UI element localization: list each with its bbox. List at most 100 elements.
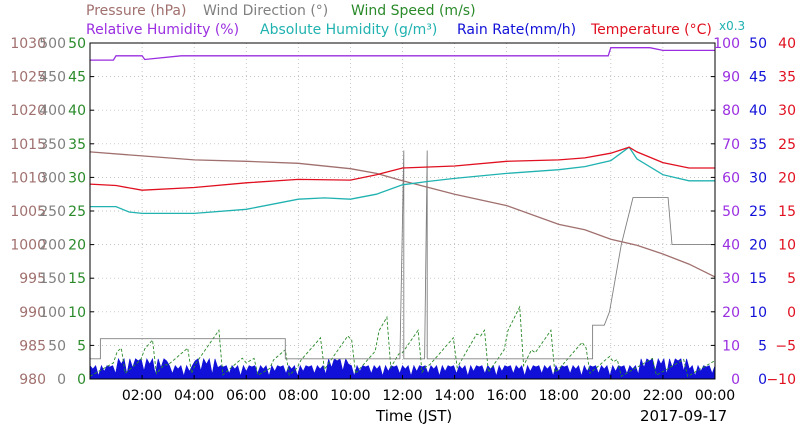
y-tick-label-relative-humidity: 100: [713, 36, 740, 52]
y-tick-label-temperature: 30: [778, 103, 796, 119]
x-tick-label: 22:00: [643, 388, 683, 404]
y-tick-label-rain-rate: 10: [749, 305, 767, 321]
y-tick-label-rain-rate: 35: [749, 137, 767, 153]
y-tick-label-temperature: 35: [778, 70, 796, 86]
plot-area: [89, 42, 716, 380]
y-tick-label-relative-humidity: 10: [722, 338, 740, 354]
legend-pressure: Pressure (hPa): [86, 3, 186, 19]
y-tick-label-wind-speed: 0: [77, 372, 86, 388]
y-tick-label-temperature: 20: [778, 170, 796, 186]
y-tick-label-rain-rate: 20: [749, 238, 767, 254]
series-temperature-c: [89, 146, 715, 191]
x-axis: 02:00 04:00 06:00 08:00 10:00 12:00 14:00 16:00…: [122, 375, 735, 404]
y-tick-label-relative-humidity: 70: [722, 137, 740, 153]
y-tick-label-temperature: 10: [778, 238, 796, 254]
y-tick-label-rain-rate: 0: [758, 372, 767, 388]
y-tick-label-wind-direction: 0: [57, 372, 66, 388]
y-tick-label-wind-direction: 200: [39, 238, 66, 254]
y-tick-label-rain-rate: 30: [749, 170, 767, 186]
y-tick-label-rain-rate: 45: [749, 70, 767, 86]
x-tick-label: 04:00: [174, 388, 214, 404]
y-tick-label-wind-speed: 20: [68, 238, 86, 254]
legend-wind-direction: Wind Direction (°): [203, 3, 328, 19]
y-tick-label-wind-speed: 35: [68, 137, 86, 153]
y-tick-label-pressure: 990: [19, 305, 46, 321]
y-tick-label-pressure: 1015: [10, 137, 46, 153]
y-tick-label-temperature: −5: [775, 338, 796, 354]
y-tick-label-pressure: 1025: [10, 70, 46, 86]
y-tick-label-rain-rate: 25: [749, 204, 767, 220]
y-tick-label-relative-humidity: 0: [731, 372, 740, 388]
series-layer: [89, 47, 716, 380]
x-tick-label: 18:00: [539, 388, 579, 404]
y-tick-label-wind-direction: 50: [48, 338, 66, 354]
y-tick-label-wind-direction: 350: [39, 137, 66, 153]
y-tick-label-temperature: −10: [766, 372, 796, 388]
y-tick-label-relative-humidity: 50: [722, 204, 740, 220]
y-tick-label-wind-speed: 5: [77, 338, 86, 354]
y-tick-label-wind-speed: 10: [68, 305, 86, 321]
y-tick-label-temperature: 15: [778, 204, 796, 220]
y-tick-label-temperature: 25: [778, 137, 796, 153]
y-tick-label-temperature: 5: [787, 271, 796, 287]
axes: 1030102510201015101010051000995990985980…: [10, 36, 796, 388]
x-tick-label: 02:00: [122, 388, 162, 404]
series-wind-direction: [90, 150, 715, 360]
y-tick-label-wind-direction: 500: [39, 36, 66, 52]
series-absolute-humidity-g-m: [90, 146, 715, 215]
series-relative-humidity: [90, 47, 715, 61]
y-tick-label-pressure: 980: [19, 372, 46, 388]
legend-rain-rate: Rain Rate(mm/h): [457, 22, 576, 38]
legend: Pressure (hPa) Wind Direction (°) Wind S…: [86, 3, 745, 38]
x-tick-label: 14:00: [434, 388, 474, 404]
x-tick-label: 08:00: [278, 388, 318, 404]
y-tick-label-wind-direction: 250: [39, 204, 66, 220]
y-tick-label-wind-direction: 300: [39, 170, 66, 186]
y-tick-label-wind-direction: 450: [39, 70, 66, 86]
y-tick-label-relative-humidity: 80: [722, 103, 740, 119]
y-tick-label-relative-humidity: 30: [722, 271, 740, 287]
y-tick-label-rain-rate: 50: [749, 36, 767, 52]
y-tick-label-wind-speed: 40: [68, 103, 86, 119]
y-tick-label-temperature: 40: [778, 36, 796, 52]
y-tick-label-rain-rate: 40: [749, 103, 767, 119]
y-tick-label-relative-humidity: 40: [722, 238, 740, 254]
y-tick-label-pressure: 1010: [10, 170, 46, 186]
y-tick-label-pressure: 995: [19, 271, 46, 287]
legend-temperature: Temperature (°C): [590, 22, 712, 38]
y-tick-label-wind-speed: 50: [68, 36, 86, 52]
y-tick-label-wind-speed: 15: [68, 271, 86, 287]
legend-absolute-humidity: Absolute Humidity (g/m³): [260, 22, 437, 38]
series-pressure-hpa: [89, 151, 716, 278]
x-tick-label: 12:00: [382, 388, 422, 404]
y-tick-label-pressure: 1000: [10, 238, 46, 254]
legend-relative-humidity: Relative Humidity (%): [86, 22, 239, 38]
legend-scale-note: x0.3: [719, 19, 745, 33]
y-tick-label-wind-direction: 400: [39, 103, 66, 119]
chart-date: 2017-09-17: [640, 407, 727, 425]
y-tick-label-temperature: 0: [787, 305, 796, 321]
x-tick-label: 00:00: [695, 388, 735, 404]
grid: [90, 43, 715, 379]
y-tick-label-relative-humidity: 60: [722, 170, 740, 186]
x-tick-label: 20:00: [591, 388, 631, 404]
y-tick-label-wind-direction: 150: [39, 271, 66, 287]
x-tick-label: 06:00: [226, 388, 266, 404]
y-tick-label-wind-speed: 45: [68, 70, 86, 86]
y-tick-label-pressure: 985: [19, 338, 46, 354]
series-wind-speed-m-s: [89, 305, 716, 377]
y-tick-label-pressure: 1005: [10, 204, 46, 220]
y-tick-label-wind-speed: 25: [68, 204, 86, 220]
x-axis-label: Time (JST): [375, 407, 452, 425]
y-tick-label-pressure: 1030: [10, 36, 46, 52]
x-tick-label: 16:00: [486, 388, 526, 404]
y-tick-label-relative-humidity: 20: [722, 305, 740, 321]
y-tick-label-rain-rate: 15: [749, 271, 767, 287]
legend-wind-speed: Wind Speed (m/s): [351, 3, 476, 19]
x-tick-label: 10:00: [330, 388, 370, 404]
series-rain-rate-mm-h: [89, 357, 716, 380]
y-tick-label-rain-rate: 5: [758, 338, 767, 354]
y-tick-label-relative-humidity: 90: [722, 70, 740, 86]
